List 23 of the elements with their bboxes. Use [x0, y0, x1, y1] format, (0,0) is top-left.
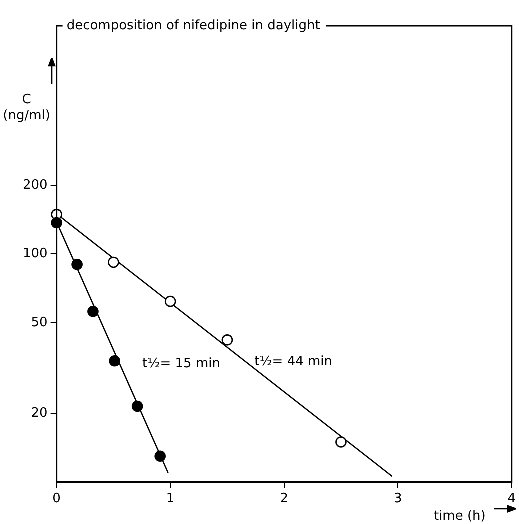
- point: [154, 450, 166, 462]
- point: [108, 256, 120, 268]
- point: [164, 296, 176, 308]
- y-tick-label: 200: [22, 178, 48, 193]
- x-tick-label: 2: [280, 492, 288, 507]
- x-tick-label: 4: [508, 492, 516, 507]
- x-tick-label: 3: [394, 492, 402, 507]
- y-tick-label: 100: [22, 246, 48, 262]
- x-tick-label: 0: [52, 492, 61, 507]
- point: [88, 306, 99, 318]
- chart-title: decomposition of nifedipine in daylight: [66, 18, 320, 34]
- point: [132, 400, 144, 412]
- annotation: t½= 15 min: [142, 356, 220, 372]
- annotation: t½= 44 min: [254, 354, 333, 370]
- point: [109, 355, 120, 367]
- point: [72, 258, 83, 270]
- point: [336, 436, 347, 448]
- point: [222, 334, 234, 346]
- x-tick-label: 1: [166, 492, 175, 507]
- y-tick-label: 20: [31, 406, 48, 422]
- y-axis-title: C (ng/ml): [3, 92, 50, 124]
- y-tick-label: 50: [31, 315, 48, 330]
- x-axis-title: time (h): [434, 508, 486, 524]
